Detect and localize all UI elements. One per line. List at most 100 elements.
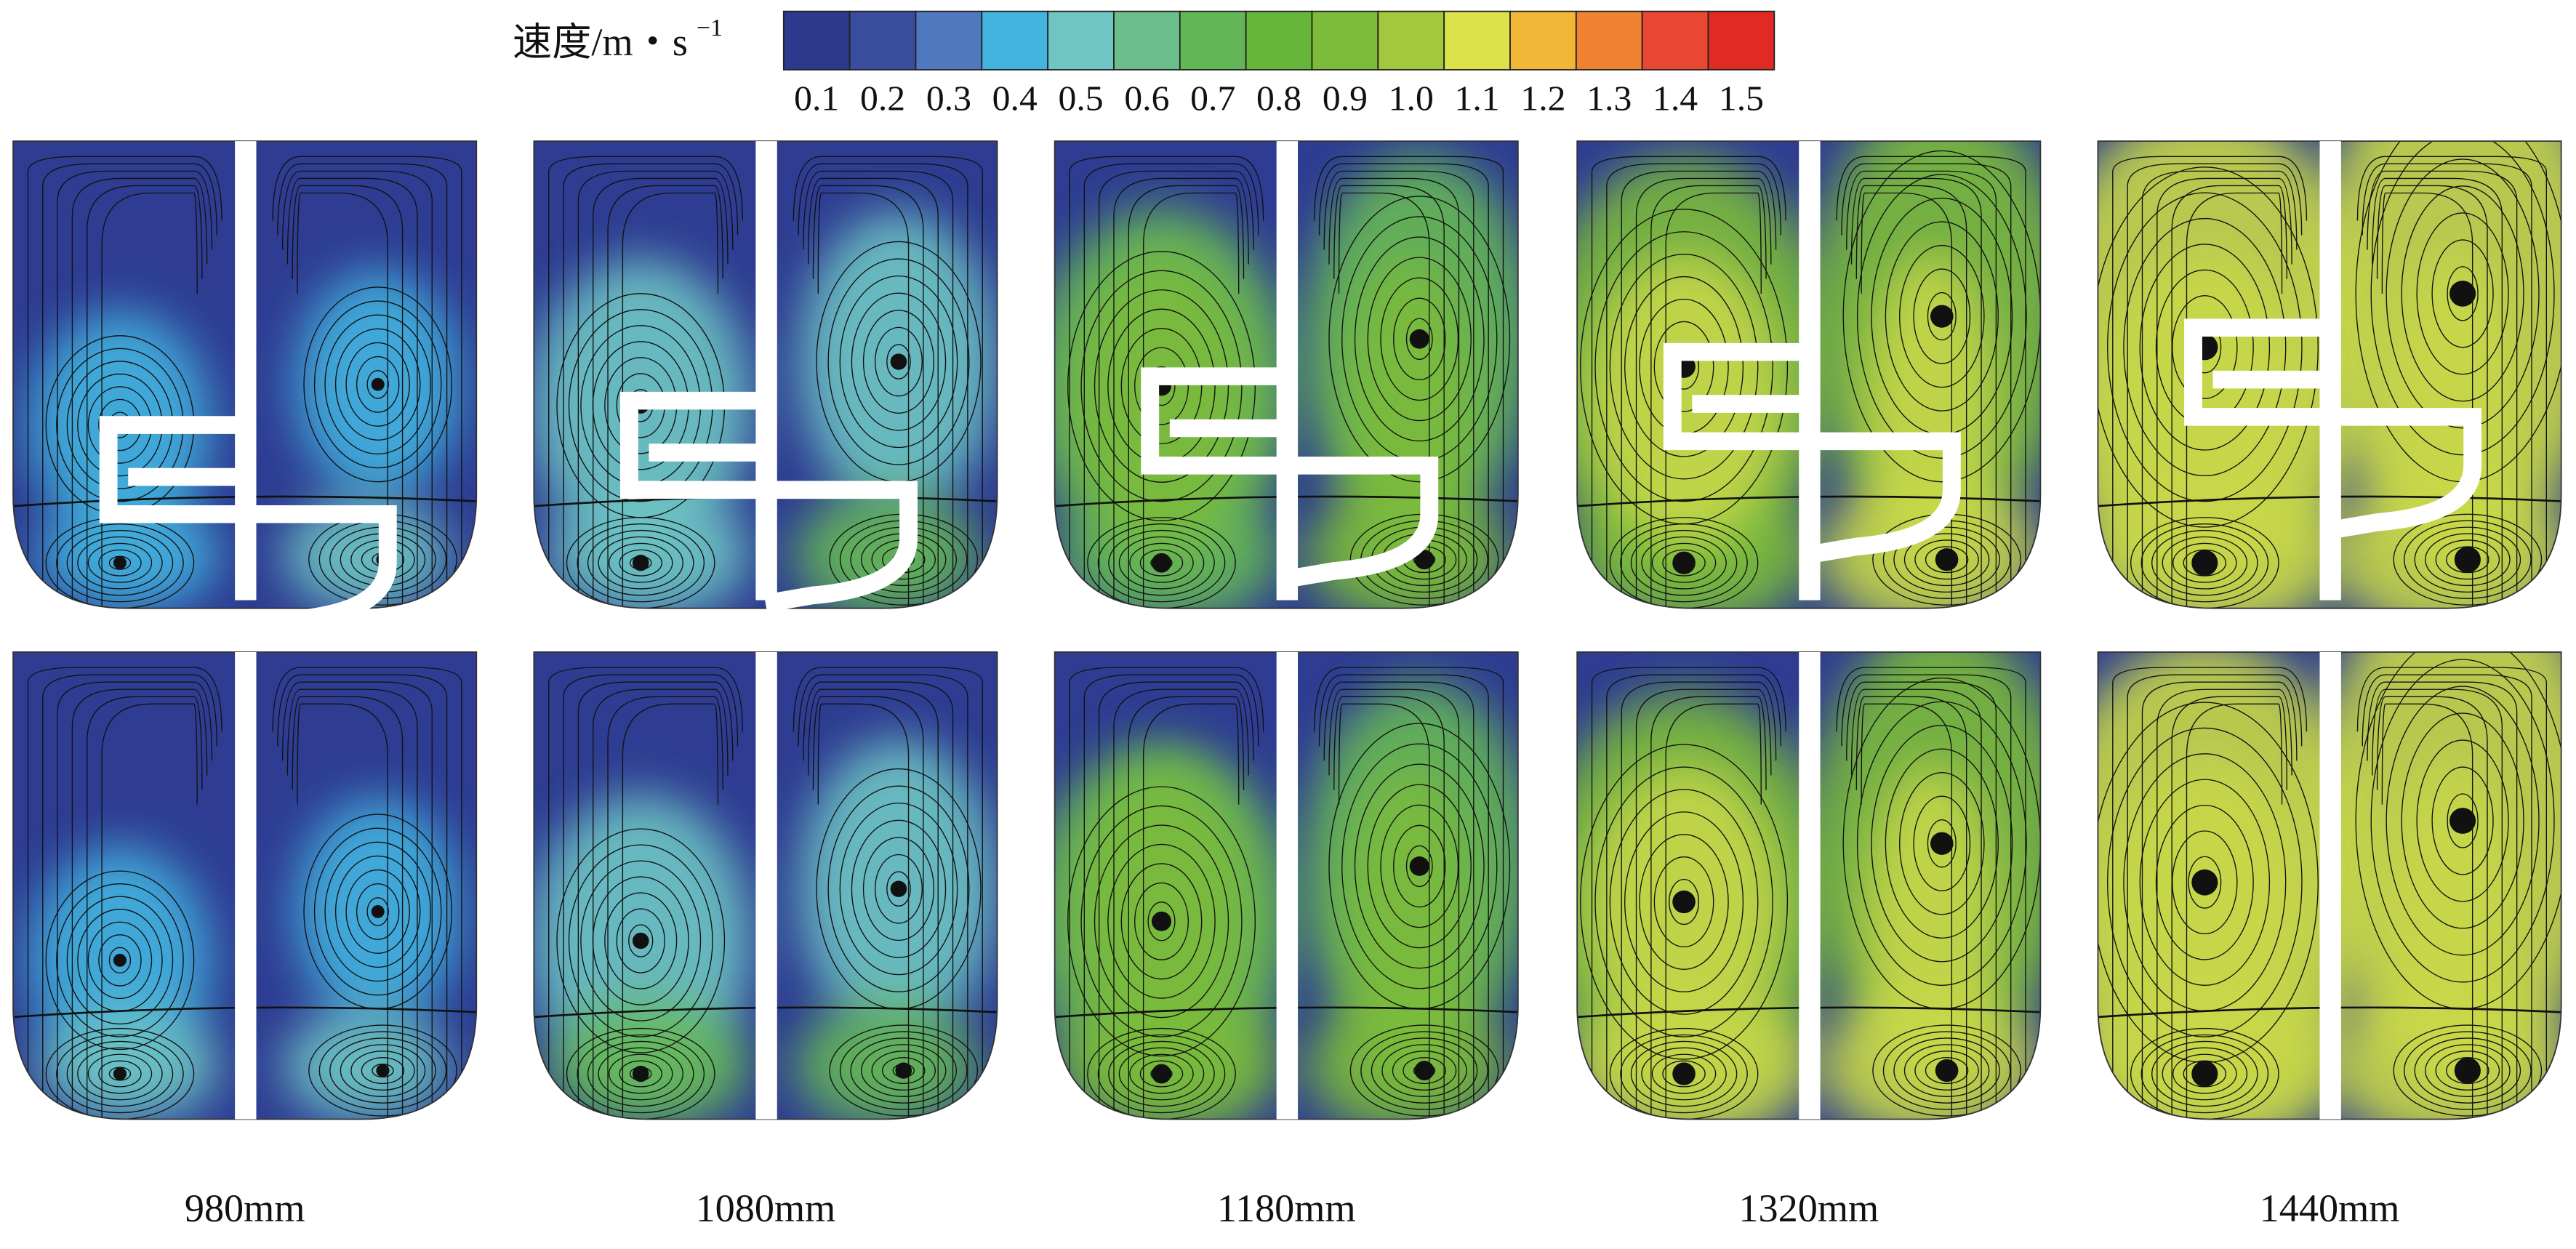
vortex-core (1672, 890, 1696, 914)
vortex-core (632, 932, 649, 949)
streamline (1139, 549, 1184, 577)
streamline (628, 924, 654, 957)
streamline (2431, 766, 2494, 875)
streamline (1665, 703, 1762, 1120)
streamline (2414, 526, 2521, 593)
streamline (808, 688, 939, 1120)
panel-label: 1440mm (2260, 1186, 2400, 1230)
streamline (587, 529, 694, 596)
colorbar-swatch (1509, 10, 1577, 71)
streamline (608, 542, 673, 583)
colorbar-tick-label: 1.5 (1719, 79, 1764, 119)
streamline (1861, 703, 1953, 1120)
vessel-outline (1054, 651, 1519, 1120)
streamline (839, 803, 958, 976)
vortex-core (2449, 808, 2476, 834)
streamline (272, 667, 462, 1120)
velocity-region (795, 1002, 979, 1120)
streamline (356, 356, 400, 413)
streamline (292, 185, 404, 609)
streamline (577, 681, 734, 1120)
streamline (851, 819, 947, 958)
streamline (577, 1034, 705, 1114)
streamline (87, 1053, 153, 1094)
colorbar-tick-label: 1.0 (1389, 79, 1434, 119)
streamline (286, 688, 418, 1120)
streamline (1899, 772, 1985, 915)
colorbar-tick-label: 0.8 (1256, 79, 1301, 119)
streamline (568, 844, 713, 1037)
streamline (2367, 170, 2518, 609)
streamline (2141, 681, 2298, 1120)
colorbar: 0.1 0.2 0.3 0.4 0.5 0.6 0.7 0.8 0.9 1.0 1.1 1.2 1.3 1… (782, 10, 1775, 119)
streamline (563, 674, 739, 1120)
streamline (1134, 347, 1189, 425)
streamline (875, 854, 923, 924)
streamline (1118, 536, 1205, 590)
vessel-outline (2097, 140, 2562, 609)
vessel-outline (2097, 651, 2562, 1120)
streamline (592, 876, 689, 1005)
velocity-region (1585, 254, 1783, 547)
streamline (1855, 185, 1967, 609)
streamline (563, 163, 739, 609)
velocity-region (2098, 766, 2312, 1058)
streamline (1885, 748, 1999, 939)
velocity-region (1342, 254, 1474, 579)
streamline (1925, 546, 1969, 574)
vortex-core (890, 353, 907, 370)
streamline (619, 1060, 662, 1088)
vortex-core (2191, 550, 2218, 577)
streamline (1903, 1044, 1990, 1097)
streamline (2127, 674, 2303, 1120)
velocity-region (37, 497, 219, 609)
streamline (87, 185, 203, 609)
streamline (1621, 170, 1777, 609)
streamline (2186, 703, 2283, 1120)
streamline (598, 1047, 684, 1101)
streamline (334, 855, 421, 968)
impeller (1663, 342, 1961, 564)
streamline (87, 696, 203, 1120)
streamline (1927, 292, 1957, 341)
streamline (1333, 696, 1445, 1120)
streamline (1128, 696, 1245, 1120)
streamline (1927, 819, 1957, 868)
streamline (2098, 166, 2319, 528)
streamline (2435, 539, 2500, 580)
streamline (798, 674, 968, 1120)
impeller (2184, 318, 2482, 539)
streamline (1393, 297, 1446, 381)
colorbar-swatch (1113, 10, 1181, 71)
streamline (66, 1040, 174, 1107)
streamline (329, 1037, 436, 1104)
streamline (566, 1027, 715, 1120)
streamline (1653, 321, 1714, 412)
streamline (71, 688, 208, 1120)
panel-content (1054, 651, 1518, 1120)
streamline (616, 908, 665, 973)
shaft (1799, 651, 1821, 1120)
streamline (1142, 192, 1240, 609)
streamline (101, 192, 198, 609)
streamline (2151, 1040, 2258, 1107)
vortex-core (1935, 548, 1959, 571)
streamline (1882, 1031, 2011, 1110)
streamline (57, 170, 213, 609)
streamline (1641, 1047, 1727, 1101)
streamline (2188, 856, 2222, 909)
streamline (1639, 834, 1729, 970)
streamline (2393, 513, 2543, 606)
vortex-core (371, 904, 385, 918)
colorbar-swatch (1179, 10, 1247, 71)
streamline (1367, 257, 1472, 422)
streamline (808, 177, 939, 609)
streamline (324, 314, 432, 455)
streamline (1913, 795, 1971, 891)
streamline (350, 1051, 415, 1091)
streamline (829, 1024, 979, 1117)
streamline (2401, 712, 2524, 929)
streamline (1635, 688, 1772, 1120)
streamline (277, 674, 448, 1120)
